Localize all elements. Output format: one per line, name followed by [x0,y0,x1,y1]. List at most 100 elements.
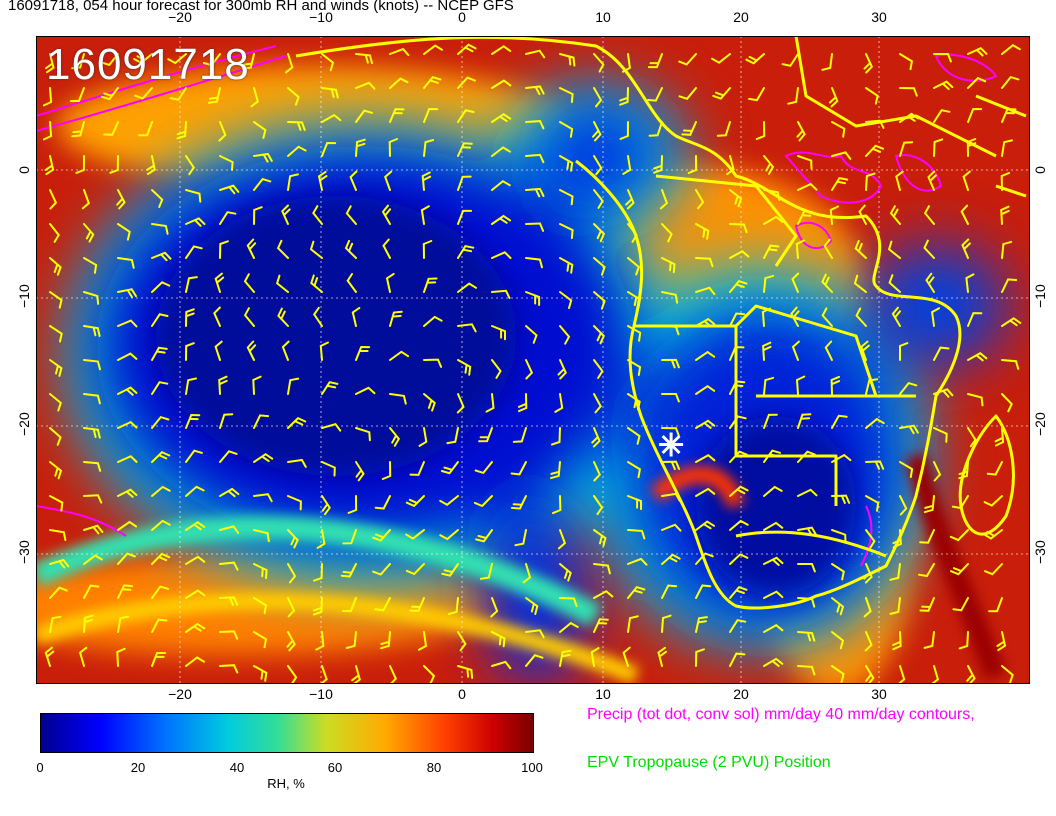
wind-barb [83,461,102,472]
wind-barb [491,79,512,89]
colorbar-tick: 20 [130,760,146,775]
wind-barb [45,53,55,74]
wind-barb [865,87,879,105]
wind-barb [661,553,681,565]
wind-barb [389,77,409,89]
wind-barb [207,87,221,104]
lon-tick-bottom: 30 [871,686,887,702]
wind-barb [865,172,876,191]
wind-barb [925,272,935,293]
wind-barb [863,597,872,618]
wind-barb [899,461,914,478]
wind-barb [791,272,800,293]
wind-barb [1001,359,1020,370]
wind-barb [795,239,805,259]
wind-barb [491,251,512,259]
rh-colorbar [40,713,534,753]
rh-wind-map[interactable] [36,36,1030,684]
wind-barb [116,189,126,210]
wind-barb [49,359,63,377]
wind-barb [892,529,902,549]
wind-barb [695,520,715,531]
wind-barb [312,597,323,616]
wind-barb [151,552,171,565]
wind-barb [525,654,544,667]
wind-barb [687,155,698,174]
wind-barb [116,647,126,667]
wind-barb [888,274,901,293]
wind-barb [49,586,68,599]
colorbar-label: RH, % [267,776,305,791]
wind-barb [525,597,539,615]
wind-barb [100,87,119,101]
wind-barb [310,274,323,293]
wind-barb [478,427,493,443]
wind-barb [1001,393,1013,413]
wind-barb [994,427,1005,447]
lon-tick-top: 20 [733,9,749,25]
wind-barb [661,614,672,633]
wind-barb [967,351,988,362]
wind-barb [962,170,971,191]
wind-barb [763,590,784,599]
wind-barb [829,205,839,225]
wind-barb [729,519,749,531]
colorbar-tick: 60 [327,760,343,775]
wind-barb [949,529,969,542]
wind-barb [313,563,323,582]
wind-barb [355,81,376,90]
lon-tick-top: 30 [871,9,887,25]
lon-tick-bottom: 0 [458,686,466,702]
wind-barb [627,585,646,599]
wind-barb [899,342,909,361]
wind-barb [473,495,493,508]
wind-barb [831,494,851,504]
wind-barb [695,286,716,296]
wind-barb [525,85,545,96]
wind-barb [287,87,300,106]
wind-barb [185,377,197,395]
wind-barb [858,204,867,225]
wind-barb [625,189,635,210]
wind-barb [860,340,870,361]
wind-barb [185,656,205,667]
wind-barb [712,87,731,100]
wind-barb [389,665,397,684]
wind-barb [797,563,816,573]
wind-barb [49,615,62,633]
wind-barb [409,461,425,476]
coastlines [295,36,1027,610]
wind-barb [389,108,405,123]
wind-barb [919,597,935,612]
wind-barb [185,622,206,633]
wind-barb [117,223,131,241]
wind-barb [763,485,783,497]
epv-legend: EPV Tropopause (2 PVU) Position [587,754,831,771]
wind-barb [661,584,678,599]
wind-barb [372,563,391,576]
wind-barb [83,393,101,405]
wind-barb [695,317,716,328]
wind-barb [491,631,506,648]
wind-barb [246,340,257,361]
wind-barb [661,427,680,437]
wind-barb [525,291,541,306]
wind-barb [185,155,196,176]
wind-barb [342,529,357,545]
wind-barb [828,87,839,108]
wind-barb [865,665,875,684]
wind-barb [321,141,337,157]
wind-barb [648,121,663,137]
wind-barb [384,170,393,191]
wind-barb [1001,75,1020,89]
wind-barb [44,646,55,667]
wind-barb [892,631,902,651]
wind-barb [748,87,765,102]
wind-barb [456,393,465,414]
wind-barb [49,529,67,542]
wind-barb [457,43,477,55]
wind-barb [151,451,171,463]
wind-barb [219,596,239,606]
wind-barb [745,53,765,65]
wind-barb [559,325,571,345]
